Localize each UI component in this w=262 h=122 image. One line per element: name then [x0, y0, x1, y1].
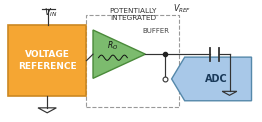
- Text: $V_{IN}$: $V_{IN}$: [44, 6, 58, 19]
- Bar: [86, 15, 179, 107]
- Text: ADC: ADC: [205, 74, 228, 84]
- Text: $V_{REF}$: $V_{REF}$: [173, 2, 191, 15]
- Text: BUFFER: BUFFER: [142, 28, 170, 34]
- Polygon shape: [172, 57, 252, 101]
- Text: $R_O$: $R_O$: [107, 40, 119, 52]
- Text: VOLTAGE
REFERENCE: VOLTAGE REFERENCE: [18, 50, 77, 71]
- Bar: [8, 25, 86, 96]
- Polygon shape: [93, 30, 145, 78]
- Text: POTENTIALLY
INTEGRATED: POTENTIALLY INTEGRATED: [110, 8, 157, 21]
